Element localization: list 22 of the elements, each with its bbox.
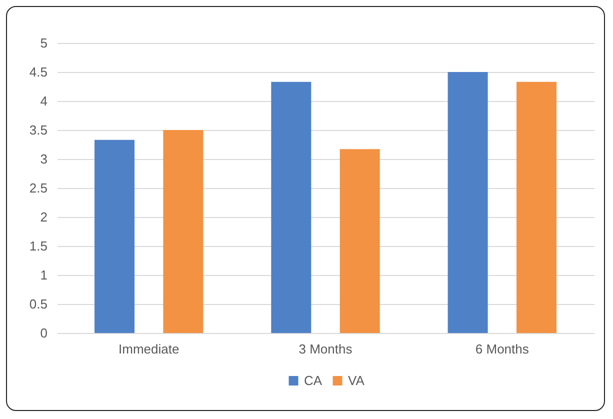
- y-tick-label: 1.5: [29, 238, 48, 254]
- y-tick-label: 3.5: [29, 122, 48, 138]
- y-tick-label: 3: [40, 152, 48, 166]
- bar: [163, 130, 204, 333]
- x-tick-label: 3 Months: [298, 342, 353, 356]
- y-tick-label: 2: [40, 210, 48, 224]
- legend-label: VA: [348, 372, 365, 388]
- y-tick-label: 1: [40, 268, 48, 282]
- y-tick-label: 5: [40, 36, 48, 50]
- legend-label: CA: [304, 372, 322, 388]
- y-tick-label: 0.5: [29, 296, 48, 312]
- bar: [516, 82, 556, 333]
- bar: [94, 140, 135, 333]
- x-tick-label: 6 Months: [475, 342, 530, 356]
- y-tick-label: 4: [40, 94, 48, 108]
- y-tick-label: 2.5: [29, 180, 48, 196]
- bar: [448, 72, 488, 333]
- y-tick-label: 4.5: [29, 64, 48, 80]
- bar: [271, 82, 312, 333]
- bar: [340, 149, 380, 333]
- x-tick-label: Immediate: [118, 342, 180, 356]
- y-tick-label: 0: [40, 326, 48, 340]
